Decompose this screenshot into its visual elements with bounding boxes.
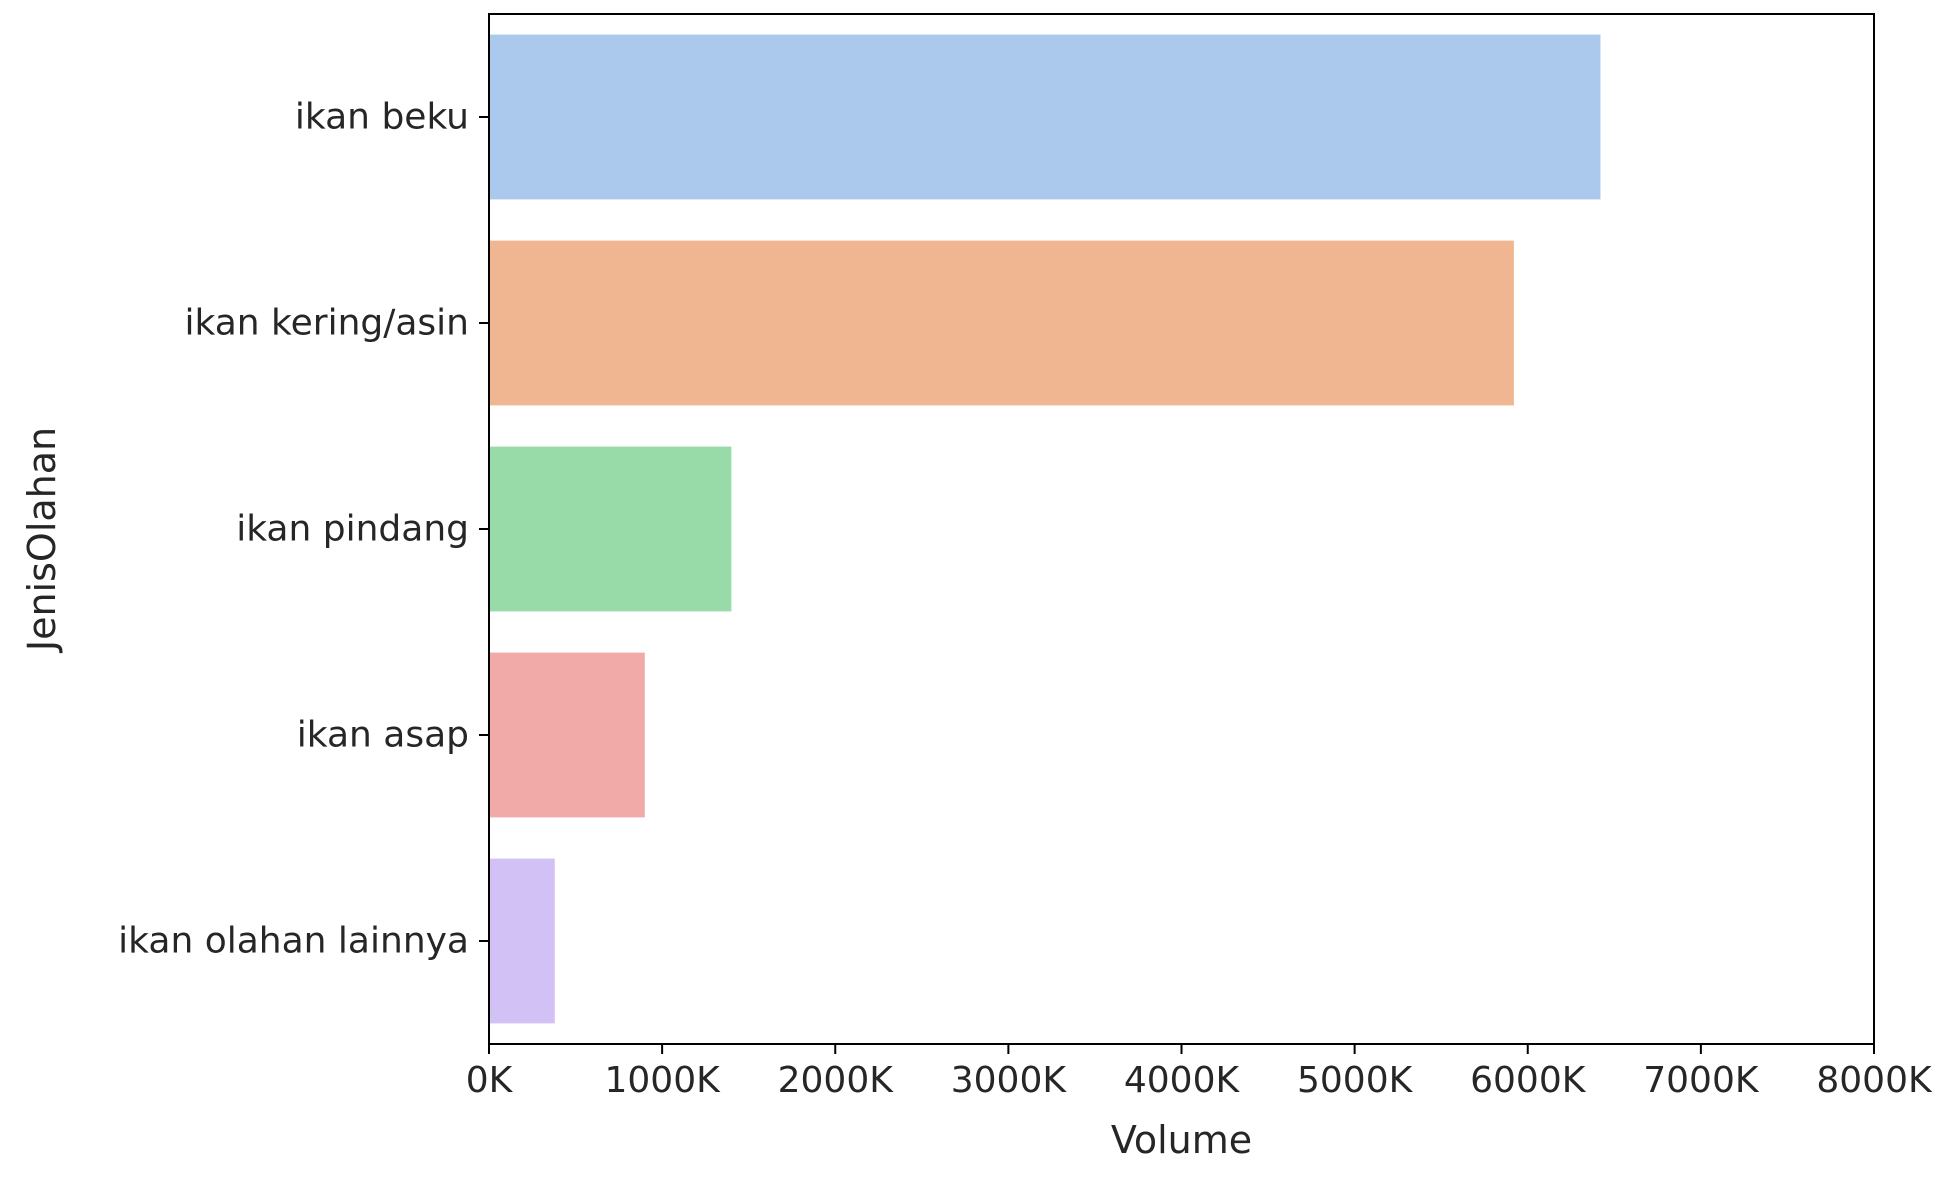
bar-2	[489, 446, 732, 612]
plot-frame	[488, 13, 1875, 1045]
y-axis-ticks: ikan beku ikan kering/asin ikan pindang ika…	[118, 97, 489, 962]
bar-4	[489, 858, 555, 1024]
x-tick-label: 3000K	[951, 1060, 1068, 1101]
x-tick-label: 8000K	[1816, 1060, 1933, 1101]
x-tick-label: 4000K	[1124, 1060, 1241, 1101]
x-axis-ticks: 0K 1000K 2000K 3000K 4000K 5000K 6000K 7000K 800…	[466, 1044, 1933, 1101]
y-axis-label: JenisOlahan	[20, 427, 64, 653]
x-tick-label: 6000K	[1470, 1060, 1587, 1101]
y-tick-label: ikan kering/asin	[185, 303, 469, 344]
bar-1	[489, 240, 1514, 406]
x-tick-label: 2000K	[778, 1060, 895, 1101]
bar-0	[489, 34, 1601, 200]
x-tick-label: 5000K	[1297, 1060, 1414, 1101]
x-tick-label: 7000K	[1643, 1060, 1760, 1101]
x-tick-label: 1000K	[605, 1060, 722, 1101]
x-tick-label: 0K	[466, 1060, 514, 1101]
bars-group	[489, 34, 1601, 1024]
y-tick-label: ikan asap	[297, 715, 469, 756]
y-tick-label: ikan olahan lainnya	[118, 921, 469, 962]
x-axis-label: Volume	[1111, 1118, 1252, 1162]
bar-3	[489, 652, 645, 818]
y-tick-label: ikan beku	[295, 97, 469, 138]
y-tick-label: ikan pindang	[236, 509, 469, 550]
